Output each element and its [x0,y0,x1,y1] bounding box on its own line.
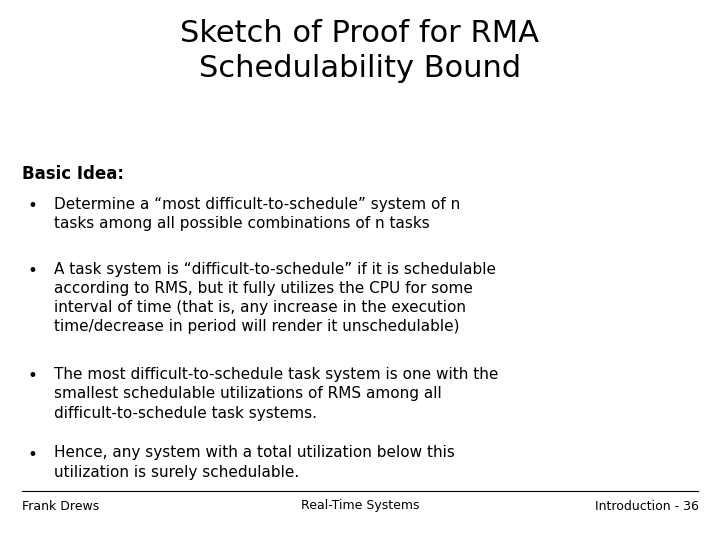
Text: Introduction - 36: Introduction - 36 [595,500,698,512]
Text: Basic Idea:: Basic Idea: [22,165,124,183]
Text: •: • [27,197,37,215]
Text: Sketch of Proof for RMA
Schedulability Bound: Sketch of Proof for RMA Schedulability B… [181,19,539,83]
Text: •: • [27,446,37,463]
Text: Determine a “most difficult-to-schedule” system of n
tasks among all possible co: Determine a “most difficult-to-schedule”… [54,197,460,231]
Text: Real-Time Systems: Real-Time Systems [301,500,419,512]
Text: Frank Drews: Frank Drews [22,500,99,512]
Text: The most difficult-to-schedule task system is one with the
smallest schedulable : The most difficult-to-schedule task syst… [54,367,498,421]
Text: Hence, any system with a total utilization below this
utilization is surely sche: Hence, any system with a total utilizati… [54,446,455,480]
Text: •: • [27,367,37,385]
Text: A task system is “difficult-to-schedule” if it is schedulable
according to RMS, : A task system is “difficult-to-schedule”… [54,262,496,334]
Text: •: • [27,262,37,280]
